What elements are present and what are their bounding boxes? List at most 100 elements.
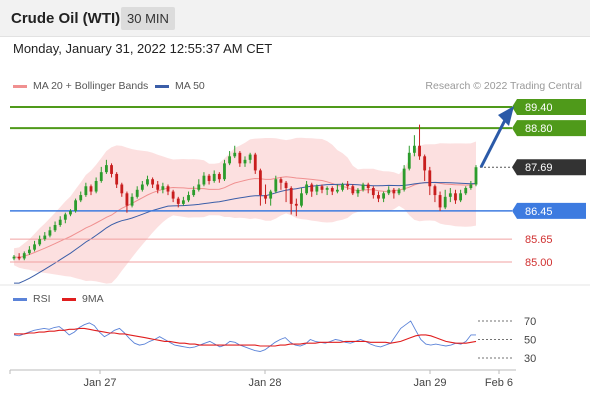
candle-body <box>258 170 262 196</box>
candle-body <box>423 156 427 171</box>
candle-body <box>397 189 401 194</box>
candle-body <box>181 200 185 204</box>
last-price-label: 87.69 <box>525 162 553 174</box>
candle-body <box>171 191 175 199</box>
legend-9ma-label: 9MA <box>82 293 104 305</box>
forecast-arrow-head <box>498 106 514 127</box>
candle-body <box>233 152 237 157</box>
pivot-tag <box>512 202 586 219</box>
candle-body <box>140 184 144 190</box>
candle-body <box>387 189 391 194</box>
header-bar: Crude Oil (WTI) 30 MIN <box>0 0 590 37</box>
candle-body <box>351 186 355 194</box>
candle-body <box>125 193 129 206</box>
candle-body <box>294 203 298 206</box>
candle-body <box>135 189 139 197</box>
candle-body <box>207 175 211 181</box>
candle-body <box>156 184 160 190</box>
candle-body <box>392 189 396 194</box>
candle-body <box>12 256 16 259</box>
rsi-ma-line <box>14 327 477 347</box>
x-tick-label: Feb 6 <box>485 377 513 389</box>
candle-body <box>217 173 221 180</box>
candle-body <box>43 235 47 240</box>
last-price-tag <box>512 159 586 176</box>
candle-body <box>58 219 62 226</box>
candle-body <box>371 188 375 196</box>
x-tick-label: Jan 28 <box>248 377 281 389</box>
candle-body <box>161 186 165 190</box>
candle-body <box>428 170 432 187</box>
candle-body <box>454 193 457 201</box>
candle-body <box>63 214 67 220</box>
candle-body <box>243 159 247 164</box>
x-tick-label: Jan 27 <box>83 377 116 389</box>
candle-body <box>474 167 478 185</box>
candle-body <box>176 198 180 204</box>
candle-body <box>274 179 278 192</box>
candle-body <box>361 184 365 190</box>
candle-body <box>366 184 370 189</box>
interval-button[interactable]: 30 MIN <box>121 7 175 30</box>
candle-body <box>110 165 113 174</box>
candle-body <box>74 200 78 211</box>
candle-body <box>448 193 452 197</box>
support-2-label: 85.00 <box>525 257 553 269</box>
candle-body <box>305 184 309 194</box>
candle-body <box>79 195 83 201</box>
credit: Research © 2022 Trading Central <box>425 80 582 92</box>
candle-body <box>99 172 103 181</box>
candle-body <box>202 175 206 185</box>
rsi-tick-label: 30 <box>524 353 536 365</box>
candle-body <box>469 184 473 189</box>
candle-body <box>382 193 386 199</box>
candle-body <box>104 165 108 173</box>
candle-body <box>27 249 31 254</box>
candle-body <box>22 253 26 259</box>
legend-ma20: MA 20 + Bollinger Bands <box>13 80 148 92</box>
candle-body <box>284 182 288 189</box>
legend-9ma: 9MA <box>62 293 104 305</box>
resistance-2-label: 89.40 <box>525 102 553 114</box>
candle-body <box>320 186 324 190</box>
candle-body <box>300 193 303 206</box>
candle-body <box>228 156 232 164</box>
rsi-tick-label: 70 <box>524 316 536 328</box>
ma20-swatch <box>13 84 27 88</box>
candle-body <box>146 179 149 185</box>
legend-ma50-label: MA 50 <box>175 80 205 92</box>
candle-body <box>89 186 93 192</box>
ma9-swatch <box>62 297 76 301</box>
candle-body <box>341 184 344 190</box>
candle-body <box>264 195 267 199</box>
candle-body <box>269 191 273 199</box>
candle-body <box>223 163 226 180</box>
candle-body <box>315 186 319 192</box>
candle-body <box>418 145 421 157</box>
resistance-2-tag <box>512 99 586 115</box>
candle-body <box>438 195 442 208</box>
candle-body <box>33 244 36 250</box>
instrument-title: Crude Oil (WTI) <box>11 10 121 27</box>
rsi-tick-label: 50 <box>524 335 536 347</box>
candle-body <box>279 179 283 183</box>
x-tick-label: Jan 29 <box>413 377 446 389</box>
candle-body <box>310 184 314 192</box>
candle-body <box>377 195 380 199</box>
ma50-swatch <box>155 84 169 88</box>
candle-body <box>335 189 339 192</box>
candle-body <box>130 196 134 206</box>
candle-body <box>464 188 468 194</box>
candle-body <box>197 184 201 190</box>
timestamp: Monday, January 31, 2022 12:55:37 AM CET <box>13 41 273 56</box>
candle-body <box>356 189 360 194</box>
candle-body <box>115 173 119 185</box>
legend-rsi: RSI <box>13 293 51 305</box>
candle-body <box>48 230 52 236</box>
legend-ma20-label: MA 20 + Bollinger Bands <box>33 80 149 92</box>
rsi-line <box>13 320 476 352</box>
candle-body <box>166 186 170 192</box>
candle-body <box>346 184 350 187</box>
candle-body <box>289 188 293 204</box>
